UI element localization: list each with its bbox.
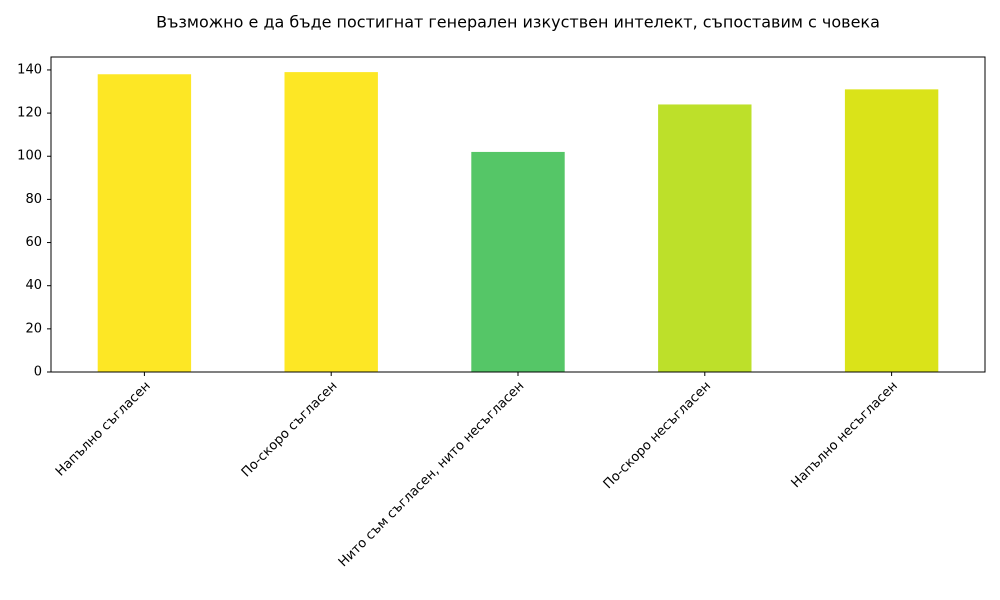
y-tick-label: 0 (34, 365, 42, 380)
y-tick-label: 60 (25, 235, 42, 250)
bar (284, 72, 378, 373)
y-tick-label: 120 (17, 106, 42, 121)
x-tick-label: Напълно несъгласен (789, 379, 901, 491)
y-tick-label: 40 (25, 278, 42, 293)
y-tick-label: 20 (25, 321, 42, 336)
bar (844, 89, 939, 373)
x-tick-label: Напълно съгласен (53, 379, 154, 480)
x-tick-label: По-скоро съгласен (239, 379, 341, 481)
axes-frame (50, 56, 986, 373)
y-tick-label: 80 (25, 192, 42, 207)
x-tick-label: Нито съм съгласен, нито несъгласен (336, 379, 527, 570)
bar (97, 74, 192, 372)
bar (471, 151, 565, 372)
chart-title: Възможно е да бъде постигнат генерален и… (156, 13, 880, 32)
bar (658, 104, 752, 372)
y-tick-label: 140 (17, 62, 42, 77)
x-tick-label: По-скоро несъгласен (601, 379, 714, 492)
y-tick-label: 100 (17, 149, 42, 164)
